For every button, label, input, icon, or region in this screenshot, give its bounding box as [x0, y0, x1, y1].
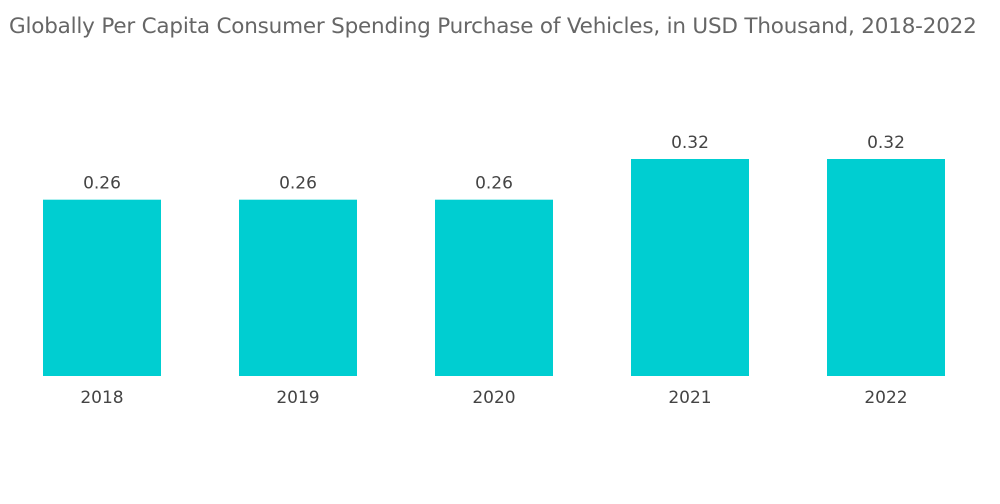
value-label-2021: 0.32 — [671, 133, 709, 153]
x-tick-2018: 2018 — [80, 388, 123, 408]
bar-2018 — [43, 199, 161, 376]
bar-2020 — [435, 199, 553, 376]
x-tick-2019: 2019 — [276, 388, 319, 408]
bar-2022 — [827, 159, 945, 376]
value-label-2022: 0.32 — [867, 133, 905, 153]
x-tick-2021: 2021 — [668, 388, 711, 408]
x-tick-2022: 2022 — [864, 388, 907, 408]
x-axis-ticks-group: 2018 2019 2020 2021 2022 — [80, 388, 907, 408]
value-label-2020: 0.26 — [475, 174, 513, 194]
chart-title: Globally Per Capita Consumer Spending Pu… — [9, 14, 977, 39]
value-label-2019: 0.26 — [279, 174, 317, 194]
bar-2019 — [239, 199, 357, 376]
value-labels-group: 0.26 0.26 0.26 0.32 0.32 — [83, 133, 905, 194]
bars-group — [43, 159, 945, 376]
bar-2021 — [631, 159, 749, 376]
x-tick-2020: 2020 — [472, 388, 515, 408]
value-label-2018: 0.26 — [83, 174, 121, 194]
